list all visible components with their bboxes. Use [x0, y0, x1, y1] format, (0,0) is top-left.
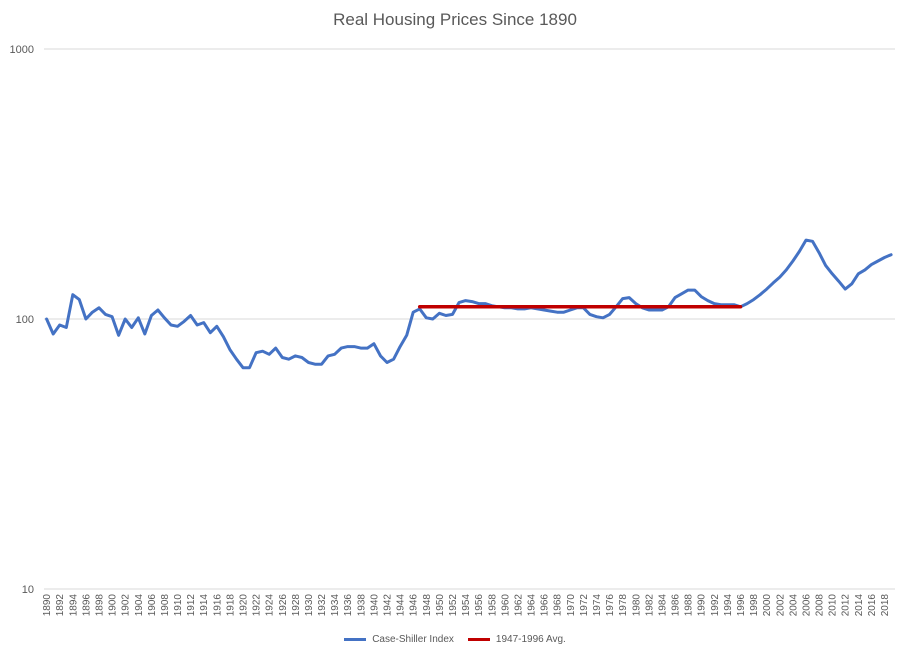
- x-tick-label: 1892: [55, 594, 66, 617]
- x-tick-label: 1890: [42, 594, 53, 617]
- x-tick-label: 1908: [160, 594, 171, 617]
- x-tick-label: 1904: [134, 594, 145, 617]
- legend: Case-Shiller Index 1947-1996 Avg.: [0, 634, 910, 645]
- x-tick-label: 1998: [749, 594, 760, 617]
- x-tick-label: 1930: [304, 594, 315, 617]
- x-axis-tick-labels: 1890 1892 1894 1896 1898 1900 1902 1904 1906 1908…: [42, 594, 891, 617]
- x-tick-label: 1984: [657, 594, 668, 617]
- x-tick-label: 1988: [684, 594, 695, 617]
- x-tick-label: 2002: [775, 594, 786, 617]
- legend-label-average: 1947-1996 Avg.: [495, 634, 566, 645]
- x-tick-label: 1906: [147, 594, 158, 617]
- x-tick-label: 1964: [527, 594, 538, 617]
- y-axis-tick-labels: 10 100 1000: [10, 44, 34, 596]
- legend-label-case-shiller: Case-Shiller Index: [372, 634, 454, 645]
- x-tick-label: 1980: [631, 594, 642, 617]
- x-tick-label: 2016: [867, 594, 878, 617]
- x-tick-label: 1922: [252, 594, 263, 617]
- legend-swatch-average: [467, 638, 490, 641]
- x-tick-label: 1918: [225, 594, 236, 617]
- series-lines: [45, 238, 893, 370]
- x-tick-label: 1944: [396, 594, 407, 617]
- x-tick-label: 1946: [409, 594, 420, 617]
- x-tick-label: 1910: [173, 594, 184, 617]
- x-tick-label: 1902: [121, 594, 132, 617]
- x-tick-label: 2010: [828, 594, 839, 617]
- x-tick-label: 1962: [513, 594, 524, 617]
- legend-swatch-case-shiller: [344, 638, 367, 641]
- x-tick-label: 1994: [723, 594, 734, 617]
- gridlines: [44, 48, 895, 320]
- x-tick-label: 1976: [605, 594, 616, 617]
- x-tick-label: 1938: [356, 594, 367, 617]
- x-tick-label: 1896: [81, 594, 92, 617]
- x-tick-label: 1982: [644, 594, 655, 617]
- x-tick-label: 1898: [94, 594, 105, 617]
- x-tick-label: 1952: [448, 594, 459, 617]
- y-tick-label: 10: [22, 584, 34, 596]
- x-tick-label: 2014: [854, 594, 865, 617]
- x-tick-label: 1932: [317, 594, 328, 617]
- x-tick-label: 1912: [186, 594, 197, 617]
- x-tick-label: 1966: [540, 594, 551, 617]
- x-tick-label: 2006: [801, 594, 812, 617]
- chart-title: Real Housing Prices Since 1890: [333, 10, 577, 29]
- x-tick-label: 1894: [68, 594, 79, 617]
- x-tick-label: 1978: [618, 594, 629, 617]
- x-tick-label: 1954: [461, 594, 472, 617]
- series-line-case-shiller: [45, 238, 893, 370]
- x-tick-label: 1956: [474, 594, 485, 617]
- x-tick-label: 1974: [592, 594, 603, 617]
- x-tick-label: 1986: [671, 594, 682, 617]
- y-tick-label: 100: [16, 314, 34, 326]
- x-tick-label: 1958: [487, 594, 498, 617]
- x-tick-label: 1990: [697, 594, 708, 617]
- x-tick-label: 1992: [710, 594, 721, 617]
- y-tick-label: 1000: [10, 44, 34, 56]
- x-tick-label: 1920: [239, 594, 250, 617]
- x-tick-label: 1996: [736, 594, 747, 617]
- x-tick-label: 1970: [566, 594, 577, 617]
- x-tick-label: 1940: [369, 594, 380, 617]
- x-tick-label: 2008: [815, 594, 826, 617]
- x-tick-label: 2000: [762, 594, 773, 617]
- x-tick-label: 1968: [553, 594, 564, 617]
- x-tick-label: 1948: [422, 594, 433, 617]
- x-tick-label: 1936: [343, 594, 354, 617]
- x-tick-label: 1914: [199, 594, 210, 617]
- x-tick-label: 1960: [500, 594, 511, 617]
- legend-item-case-shiller: Case-Shiller Index: [344, 634, 454, 645]
- x-tick-label: 1916: [212, 594, 223, 617]
- x-tick-label: 1950: [435, 594, 446, 617]
- x-tick-label: 1928: [291, 594, 302, 617]
- x-tick-label: 1900: [108, 594, 119, 617]
- legend-item-average: 1947-1996 Avg.: [467, 634, 566, 645]
- x-tick-label: 1972: [579, 594, 590, 617]
- x-tick-label: 2004: [788, 594, 799, 617]
- x-tick-label: 1934: [330, 594, 341, 617]
- x-tick-label: 1942: [383, 594, 394, 617]
- x-tick-label: 1926: [278, 594, 289, 617]
- x-tick-label: 1924: [265, 594, 276, 617]
- x-tick-label: 2018: [880, 594, 891, 617]
- x-tick-label: 2012: [841, 594, 852, 617]
